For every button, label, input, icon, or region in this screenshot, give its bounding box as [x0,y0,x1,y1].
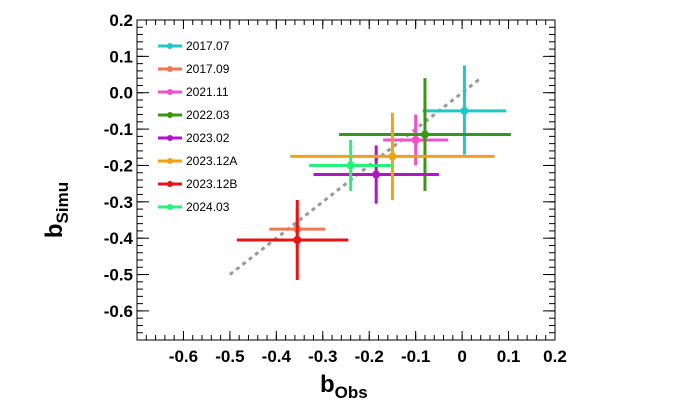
y-axis-title-main: b [41,223,68,238]
legend: 2017.07 2017.09 2021.11 2022.03 2023.02 2023.… [158,39,237,214]
x-tick-label: -0.2 [355,347,384,366]
y-tick-label: -0.6 [104,302,133,321]
legend-item: 2017.09 [158,62,230,76]
legend-item: 2023.02 [158,131,230,145]
x-tick-label: 0.2 [543,347,567,366]
legend-marker [167,66,173,72]
y-tick-label: -0.4 [104,229,134,248]
reference-line [228,77,482,276]
legend-label: 2023.12B [186,177,237,191]
series-2017.07 [422,65,507,155]
legend-label: 2021.11 [186,85,229,99]
x-axis-title: bObs [320,371,368,402]
legend-item: 2022.03 [158,108,230,122]
series-2023.12A [290,112,495,200]
legend-item: 2023.12B [158,177,237,191]
legend-label: 2022.03 [186,108,230,122]
legend-label: 2024.03 [186,200,230,214]
legend-marker [167,135,173,141]
legend-item: 2017.07 [158,39,230,53]
legend-label: 2023.02 [186,131,230,145]
legend-item: 2023.12A [158,154,237,168]
y-tick-label: -0.3 [104,193,133,212]
x-tick-label: 0 [457,347,466,366]
series-2024.03 [308,140,393,191]
legend-marker [167,204,173,210]
data-point [411,136,420,144]
legend-marker [167,181,173,187]
data-point [420,130,429,139]
legend-label: 2017.07 [186,39,230,53]
legend-label: 2023.12A [186,154,237,168]
data-point [372,170,381,179]
legend-marker [167,89,173,95]
x-axis-title-sub: Obs [335,383,368,402]
data-point [346,161,355,170]
legend-marker [167,158,173,164]
y-tick-label: -0.1 [104,120,133,139]
data-point [293,236,302,244]
x-axis-title-main: b [320,371,335,398]
legend-item: 2021.11 [158,85,229,99]
x-tick-label: -0.5 [215,347,244,366]
x-tick-label: -0.1 [401,347,430,366]
x-tick-label: 0.1 [497,347,521,366]
legend-marker [167,43,173,49]
y-axis-title-sub: Simu [53,182,72,224]
series-2023.12B [236,200,349,280]
legend-item: 2024.03 [158,200,230,214]
y-tick-label: -0.5 [104,266,133,285]
y-axis-title: bSimu [41,182,72,238]
y-tick-label: 0.2 [109,11,133,30]
data-points [236,65,511,280]
data-point [388,152,397,161]
legend-label: 2017.09 [186,62,230,76]
y-axis-ticks: -0.6 -0.5 -0.4 -0.3 -0.2 -0.1 0.0 0.1 0.2 [104,11,555,341]
x-axis-ticks: -0.6 -0.5 -0.4 -0.3 -0.2 -0.1 0 0.1 0.2 [136,20,567,366]
series-2022.03 [339,78,511,191]
data-point [460,106,469,115]
y-tick-label: 0.0 [109,84,133,103]
y-tick-label: 0.1 [109,47,133,66]
x-tick-label: -0.6 [169,347,198,366]
y-tick-label: -0.2 [104,156,133,175]
x-tick-label: -0.4 [262,347,292,366]
legend-marker [167,112,173,118]
x-tick-label: -0.3 [308,347,337,366]
